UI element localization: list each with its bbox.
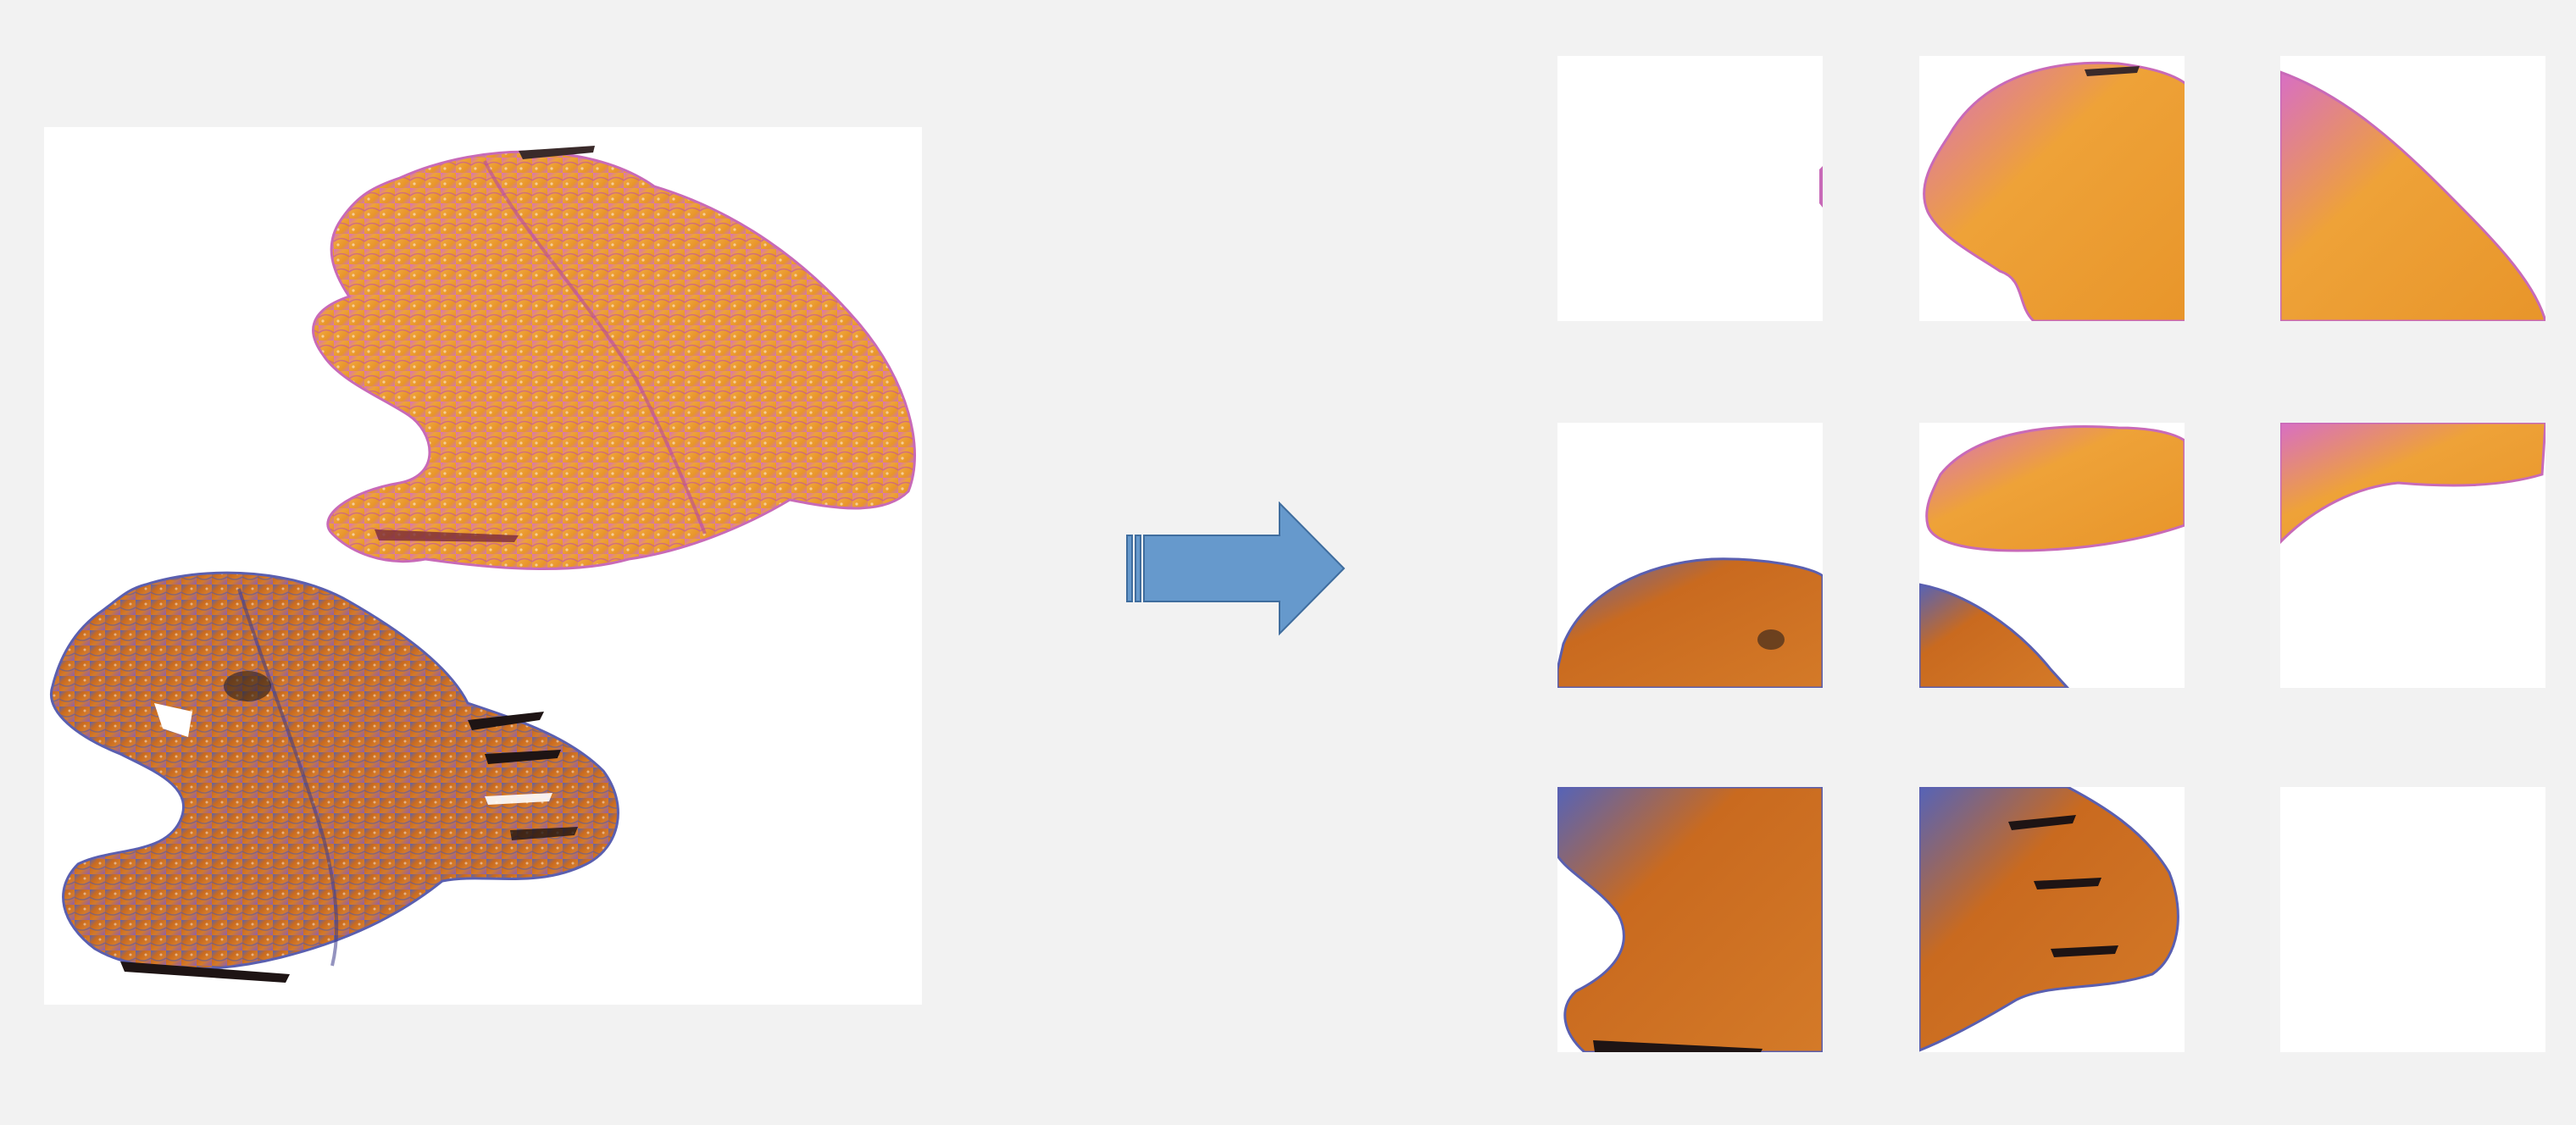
tile-r3-c2	[1919, 787, 2185, 1052]
upper-tissue-section	[312, 150, 916, 571]
tile-r1-c2	[1919, 56, 2185, 321]
tissue-section-image	[50, 146, 916, 983]
tile-r1-c3	[2280, 56, 2545, 321]
right-arrow-icon	[1126, 502, 1346, 636]
tile-r2-c2	[1919, 423, 2185, 688]
tile-r1-c1	[1557, 56, 1823, 321]
tile-r3-c1	[1557, 787, 1823, 1052]
source-tissue-image	[44, 127, 922, 1005]
tile-r2-c1	[1557, 423, 1823, 688]
tile-r2-c3	[2280, 423, 2545, 688]
lower-tissue-section	[50, 571, 619, 971]
tile-r3-c3	[2280, 787, 2545, 1052]
